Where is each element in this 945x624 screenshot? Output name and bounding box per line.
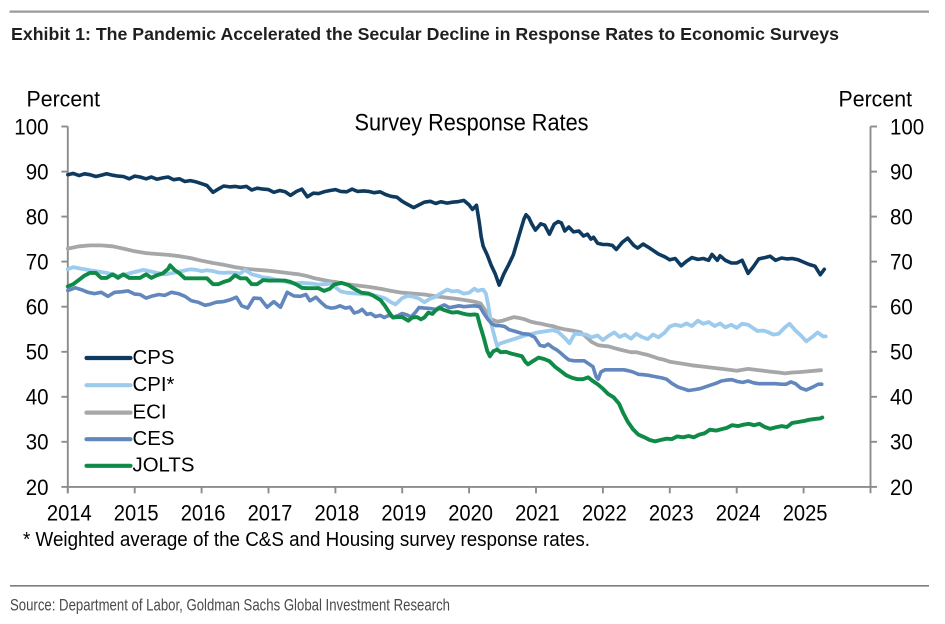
svg-text:2020: 2020 [448,500,493,525]
svg-text:ECI: ECI [133,401,167,423]
svg-text:2024: 2024 [716,500,761,525]
svg-text:2018: 2018 [315,500,360,525]
svg-text:2025: 2025 [783,500,828,525]
svg-text:20: 20 [890,475,913,500]
svg-text:Exhibit 1: The Pandemic Accele: Exhibit 1: The Pandemic Accelerated the … [11,24,839,44]
svg-text:CPS: CPS [133,347,175,369]
svg-text:80: 80 [26,205,49,230]
svg-text:70: 70 [26,250,49,275]
svg-text:2016: 2016 [181,500,226,525]
svg-text:Source: Department of Labor, G: Source: Department of Labor, Goldman Sac… [10,597,450,615]
svg-text:Percent: Percent [839,87,913,112]
svg-text:CPI*: CPI* [133,374,175,396]
svg-text:CES: CES [133,428,175,450]
svg-text:80: 80 [890,205,913,230]
svg-text:JOLTS: JOLTS [133,455,195,477]
svg-text:50: 50 [890,340,913,365]
svg-text:Percent: Percent [27,87,101,112]
svg-text:100: 100 [890,114,924,139]
svg-text:50: 50 [26,340,49,365]
svg-text:2019: 2019 [381,500,426,525]
svg-text:60: 60 [26,295,49,320]
svg-text:30: 30 [26,430,49,455]
svg-text:Survey Response Rates: Survey Response Rates [355,110,589,137]
svg-text:30: 30 [890,430,913,455]
svg-text:2015: 2015 [114,500,159,525]
svg-text:70: 70 [890,250,913,275]
svg-text:20: 20 [26,475,49,500]
svg-text:2017: 2017 [248,500,293,525]
svg-text:100: 100 [14,114,48,139]
svg-text:2021: 2021 [515,500,560,525]
svg-text:40: 40 [890,385,913,410]
svg-text:90: 90 [890,160,913,185]
svg-text:90: 90 [26,160,49,185]
svg-text:60: 60 [890,295,913,320]
svg-text:2023: 2023 [649,500,694,525]
svg-text:2022: 2022 [582,500,627,525]
svg-text:40: 40 [26,385,49,410]
svg-text:* Weighted average of the C&S: * Weighted average of the C&S and Housin… [23,529,590,551]
svg-text:2014: 2014 [47,500,92,525]
